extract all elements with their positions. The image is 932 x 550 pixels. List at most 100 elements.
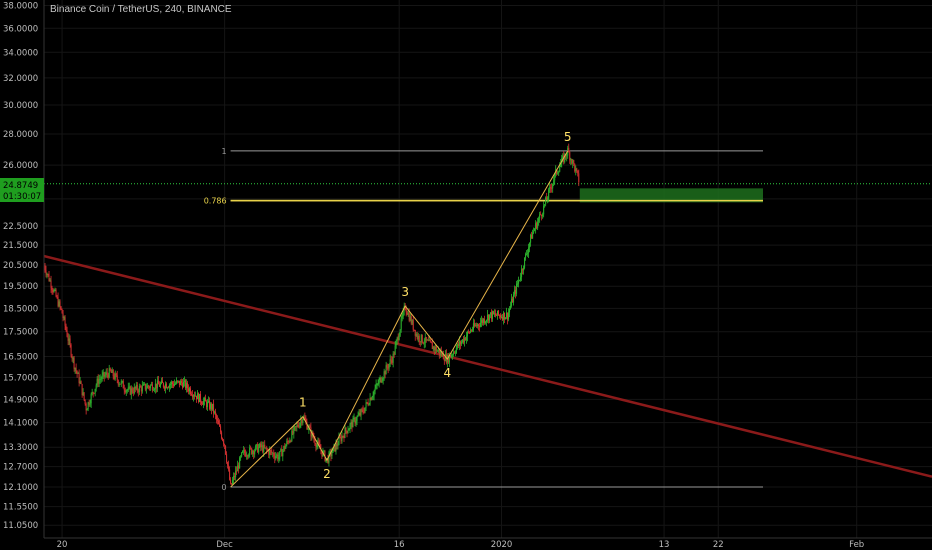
candle-body (517, 283, 519, 285)
candle-body (142, 384, 144, 386)
last-price-text: 24.8749 (3, 181, 38, 191)
last-price-tag (0, 178, 44, 202)
candle-body (86, 409, 88, 411)
candle-body (313, 437, 315, 440)
candle-body (105, 372, 107, 375)
candle-body (398, 335, 400, 341)
candle-body (79, 381, 81, 383)
candle-body (412, 320, 414, 330)
candle-body (345, 427, 347, 431)
candle-body (135, 384, 137, 389)
candle-body (243, 450, 245, 451)
target-zone (579, 188, 763, 203)
wave-path (230, 150, 569, 488)
fib-level-label: 0 (222, 483, 227, 492)
candle-body (328, 452, 330, 463)
candle-body (232, 480, 234, 485)
candle-body (564, 154, 566, 162)
candle-body (430, 341, 432, 344)
candle-body (431, 343, 433, 350)
candle-body (427, 339, 429, 341)
descending-trendline[interactable] (0, 243, 932, 478)
candle-body (47, 273, 49, 275)
candle-body (129, 386, 131, 395)
candle-body (557, 172, 559, 174)
candle-body (504, 312, 506, 320)
candle-body (181, 382, 183, 388)
candle-body (489, 312, 491, 315)
candle-body (53, 290, 55, 292)
candle-body (566, 155, 568, 157)
candle-body (72, 357, 74, 359)
candle-body (259, 443, 261, 448)
candle-body (149, 385, 151, 388)
elliott-wave-drawing[interactable]: 1 2 3 4 5 (230, 130, 572, 488)
candle-body (530, 234, 532, 243)
trendline-segment (0, 243, 932, 478)
candle-body (223, 440, 225, 445)
candle-body (338, 437, 340, 445)
candle-body (493, 313, 495, 315)
candle-body (175, 380, 177, 384)
candle-body (315, 444, 317, 448)
candle-body (559, 166, 561, 172)
candle-body (160, 380, 162, 384)
candle-body (128, 386, 130, 388)
time-axis[interactable]: 20Dec1620201322Feb1019Mar16Apr (44, 537, 932, 550)
y-tick-label: 32.0000 (3, 74, 38, 84)
candle-body (547, 198, 549, 200)
y-tick-label: 17.5000 (3, 328, 38, 338)
candle-body (397, 337, 399, 341)
candle-body (439, 351, 441, 355)
chart-title: Binance Coin / TetherUS, 240, BINANCE (50, 4, 232, 15)
candle-body (284, 446, 286, 449)
candle-body (380, 377, 382, 383)
x-tick-label: 13 (659, 540, 670, 550)
candle-body (57, 297, 59, 307)
candle-body (158, 384, 160, 387)
candle-body (55, 289, 57, 297)
fibonacci-retracement[interactable]: 1 0.786 0 (44, 147, 932, 492)
candle-body (545, 197, 547, 205)
candle-body (351, 421, 353, 428)
candle-body (515, 289, 517, 294)
candle-body (143, 383, 145, 385)
candle-body (478, 325, 480, 327)
candlestick-series (43, 143, 580, 486)
candle-body (352, 418, 354, 428)
x-tick-label: 16 (394, 540, 405, 550)
candle-body (392, 353, 394, 363)
candle-body (372, 395, 374, 398)
candle-body (413, 329, 415, 331)
price-axis[interactable]: 36.0000 34.0000 32.0000 30.0000 28.0000 26.00… (0, 0, 45, 550)
candle-body (201, 401, 203, 404)
candle-body (68, 338, 70, 341)
candle-body (359, 412, 361, 416)
candle-body (137, 390, 139, 393)
candle-body (355, 421, 357, 424)
candle-body (370, 397, 372, 401)
candle-body (266, 447, 268, 450)
candle-body (443, 359, 445, 361)
candle-body (85, 403, 87, 411)
candle-body (204, 398, 206, 401)
candle-body (484, 321, 486, 323)
candle-body (70, 344, 72, 356)
candle-body (508, 312, 510, 320)
y-tick-label: 15.7000 (3, 373, 38, 383)
candle-body (265, 447, 267, 449)
candle-body (119, 383, 121, 385)
candle-body (215, 411, 217, 416)
candle-body (229, 469, 231, 480)
candle-body (281, 449, 283, 457)
candle-body (225, 445, 227, 455)
candle-body (502, 317, 504, 320)
candle-body (186, 382, 188, 389)
candle-body (208, 400, 210, 403)
candle-body (102, 372, 104, 375)
candle-body (390, 359, 392, 361)
candle-body (212, 403, 214, 410)
candle-body (496, 315, 498, 317)
candle-body (326, 458, 328, 460)
